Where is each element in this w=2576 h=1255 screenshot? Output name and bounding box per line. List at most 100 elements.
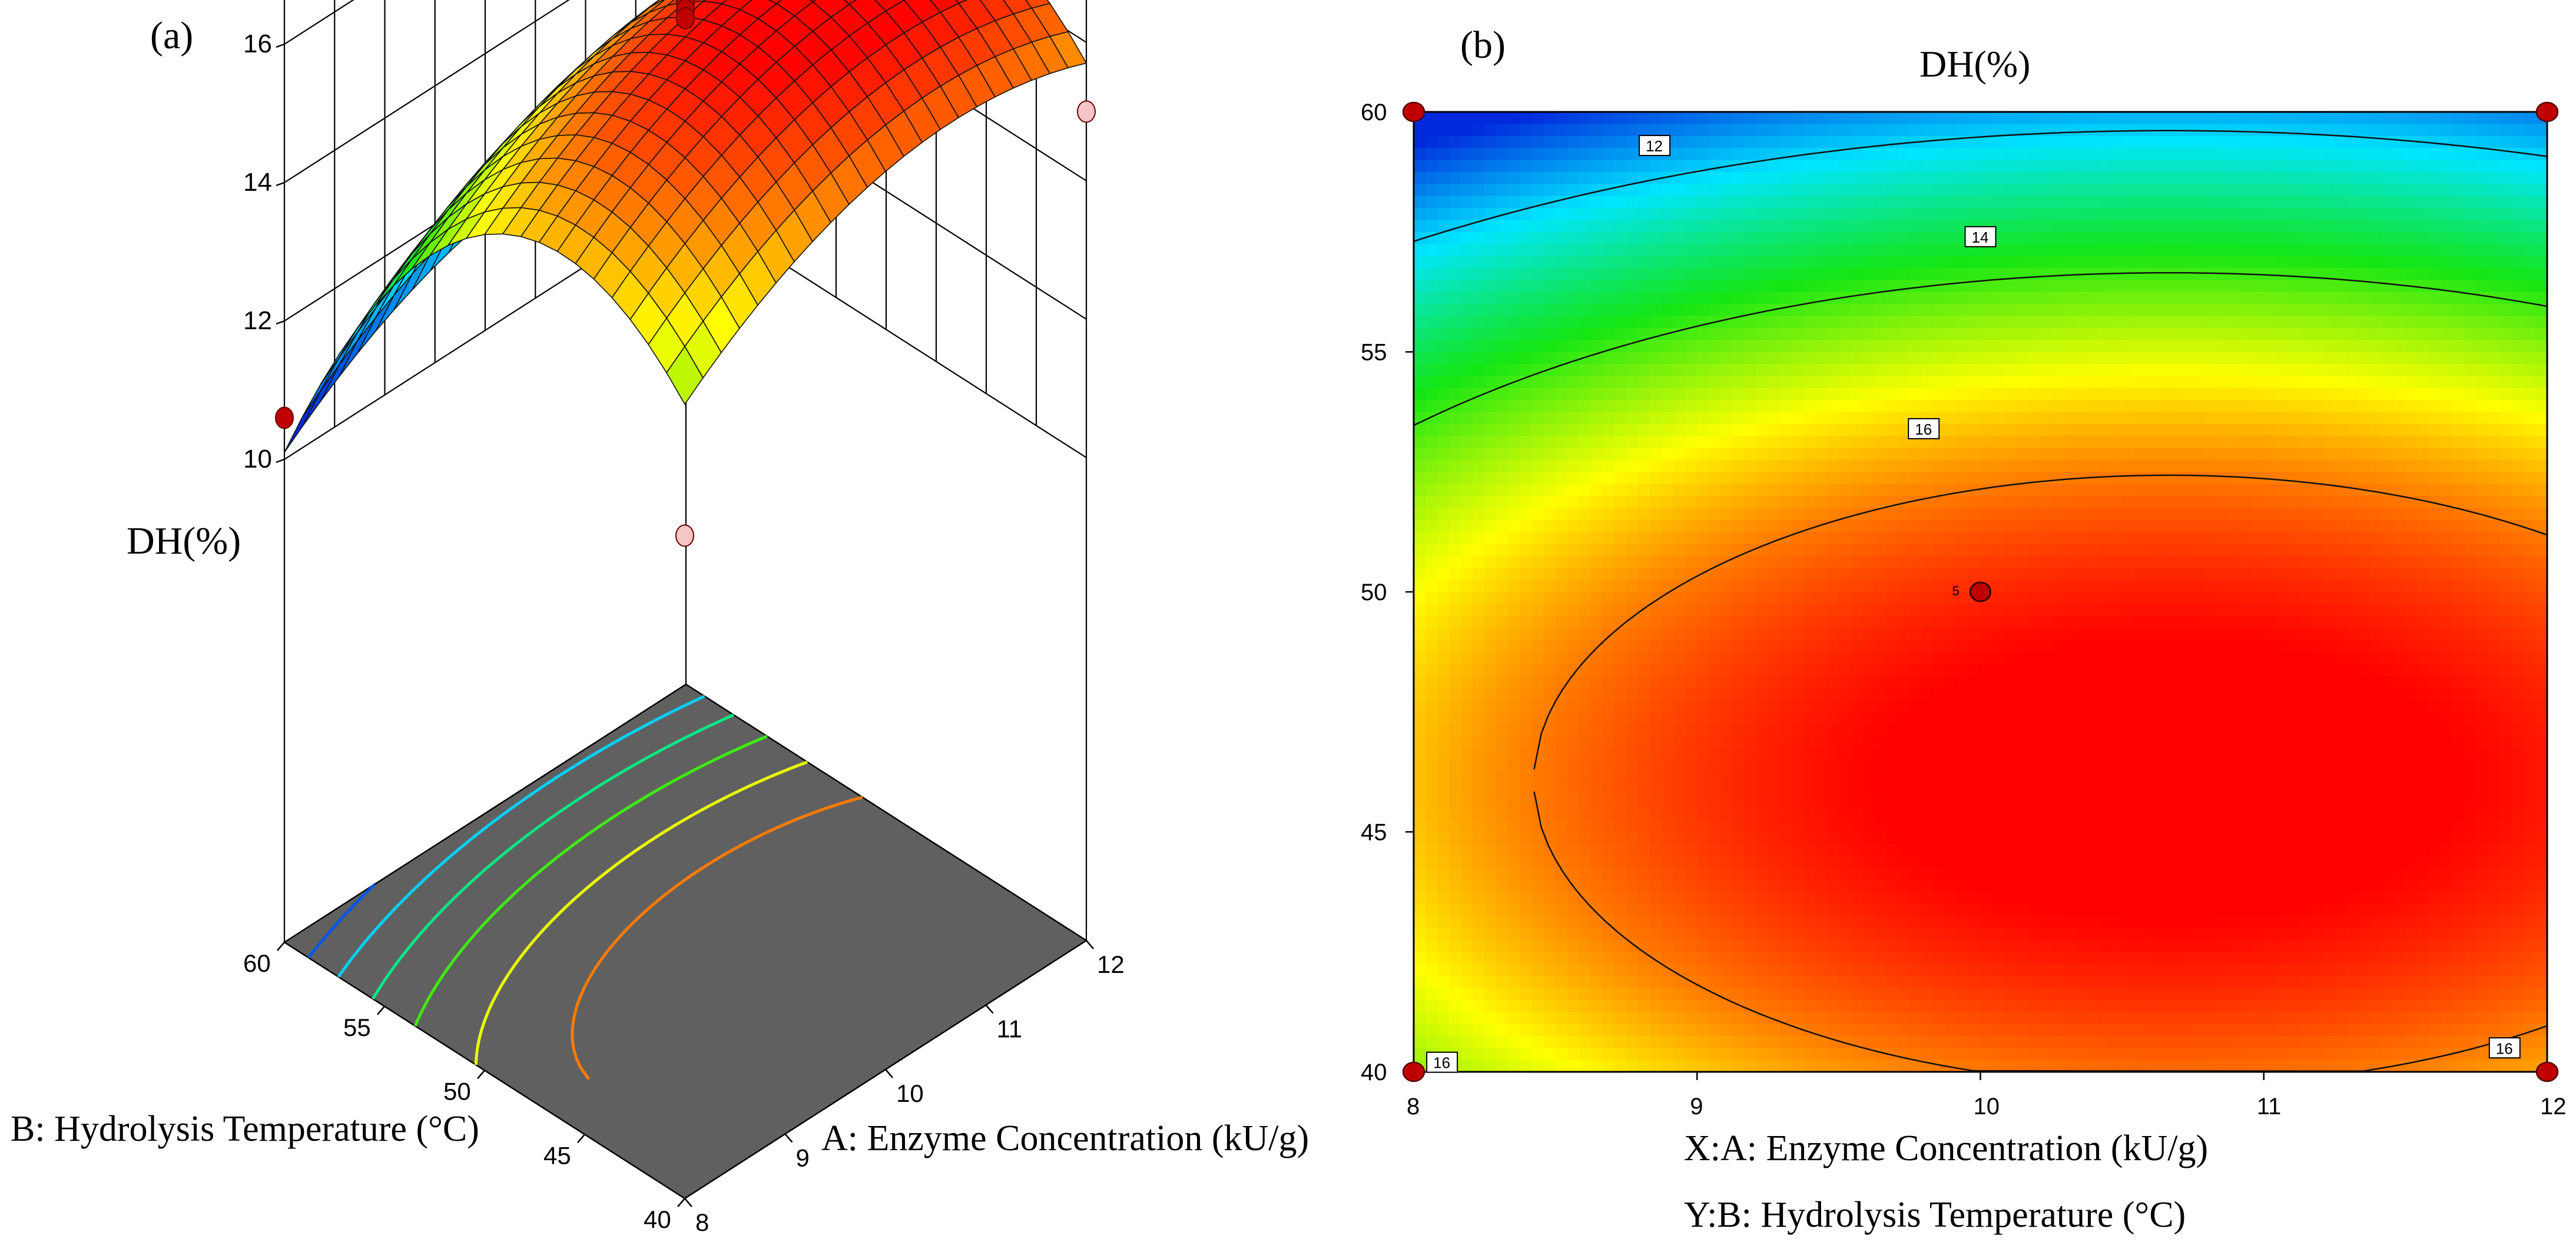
heat-cell [1555, 771, 1568, 784]
heat-cell [1744, 807, 1757, 820]
heat-cell [1496, 736, 1509, 749]
heat-cell [1449, 244, 1462, 257]
heat-cell [1697, 135, 1710, 148]
heat-cell [1815, 124, 1828, 137]
heat-cell [2027, 363, 2040, 377]
heat-cell [1484, 508, 1497, 521]
heat-cell [1909, 771, 1922, 784]
heat-cell [1992, 256, 2005, 269]
heat-cell [2051, 688, 2064, 701]
heat-cell [1685, 1048, 1698, 1061]
heat-cell [1968, 436, 1981, 449]
heat-cell [1437, 220, 1450, 233]
heat-cell [1590, 592, 1603, 605]
heat-cell [1437, 867, 1450, 880]
heat-cell [1933, 1012, 1946, 1025]
heat-cell [1709, 1048, 1722, 1061]
z-tick-label: 12 [243, 306, 272, 335]
heat-cell [1909, 988, 1922, 1001]
heat-cell [1744, 856, 1757, 869]
heat-cell [1543, 459, 1556, 473]
heat-cell [1921, 771, 1934, 784]
heat-cell [1850, 760, 1863, 773]
heat-cell [1815, 771, 1828, 784]
heat-cell [2051, 903, 2064, 916]
heat-cell [1449, 892, 1462, 905]
heat-cell [1650, 711, 1662, 724]
heat-cell [1756, 892, 1769, 905]
heat-cell [1909, 1024, 1922, 1037]
heat-cell [1709, 807, 1722, 820]
heat-cell [1826, 388, 1839, 400]
heat-cell [1531, 832, 1544, 845]
heat-cell [2015, 544, 2028, 557]
heat-cell [2015, 340, 2028, 353]
heat-cell [1921, 999, 1934, 1012]
heat-cell [1886, 220, 1898, 233]
floor-contour-line [413, 734, 768, 1027]
heat-cell [1697, 580, 1710, 592]
heat-cell [1768, 615, 1781, 628]
heat-cell [1933, 280, 1946, 293]
heat-cell [1709, 580, 1722, 592]
heat-cell [1414, 508, 1426, 521]
heat-cell [1768, 184, 1781, 197]
heat-cell [1520, 280, 1533, 293]
heat-cell [1567, 615, 1580, 628]
heat-cell [1638, 711, 1650, 724]
heat-cell [1791, 843, 1804, 857]
heat-cell [1720, 340, 1733, 353]
heat-cell [1874, 1012, 1887, 1025]
heat-cell [1968, 892, 1981, 905]
heat-cell [1461, 736, 1474, 749]
heat-cell [1779, 856, 1792, 869]
heat-cell [1673, 664, 1686, 677]
heat-cell [1638, 244, 1650, 257]
heat-cell [1484, 700, 1497, 713]
heat-cell [1449, 568, 1462, 581]
heat-cell [1496, 1048, 1509, 1061]
heat-cell [1555, 244, 1568, 257]
heat-cell [2039, 1012, 2052, 1025]
heat-cell [1496, 316, 1509, 329]
heat-cell [1437, 208, 1450, 221]
heat-cell [1933, 327, 1946, 340]
heat-cell [1638, 208, 1650, 221]
heat-cell [1815, 412, 1828, 425]
heat-cell [1567, 856, 1580, 869]
heat-cell [1449, 675, 1462, 688]
heat-cell [1768, 423, 1781, 436]
heat-cell [1815, 160, 1828, 173]
heat-cell [2015, 711, 2028, 724]
heat-cell [1543, 519, 1556, 532]
heat-cell [1909, 220, 1922, 233]
heat-cell [1720, 760, 1733, 773]
heat-cell [1437, 256, 1450, 269]
heat-cell [1874, 736, 1887, 749]
heat-cell [1720, 604, 1733, 617]
heat-cell [1862, 760, 1875, 773]
heat-cell [1437, 615, 1450, 628]
heat-cell [2015, 568, 2028, 581]
heat-cell [1425, 651, 1438, 665]
heat-cell [2051, 760, 2064, 773]
heat-cell [1602, 820, 1615, 833]
heat-cell [1437, 352, 1450, 365]
heat-cell [1909, 880, 1922, 893]
heat-cell [1508, 724, 1521, 737]
heat-cell [1461, 807, 1474, 820]
heat-cell [1968, 327, 1981, 340]
heat-cell [1520, 544, 1533, 557]
heat-cell [1909, 459, 1922, 473]
heat-cell [1992, 628, 2005, 641]
heat-cell [1508, 220, 1521, 233]
heat-cell [1768, 1059, 1781, 1072]
heat-cell [1449, 615, 1462, 628]
heat-cell [1484, 292, 1497, 304]
heat-cell [1473, 267, 1486, 281]
heat-cell [1744, 340, 1757, 353]
heat-cell [2004, 916, 2017, 929]
heat-cell [1626, 376, 1639, 389]
heat-cell [1768, 604, 1781, 617]
heat-cell [1744, 376, 1757, 389]
